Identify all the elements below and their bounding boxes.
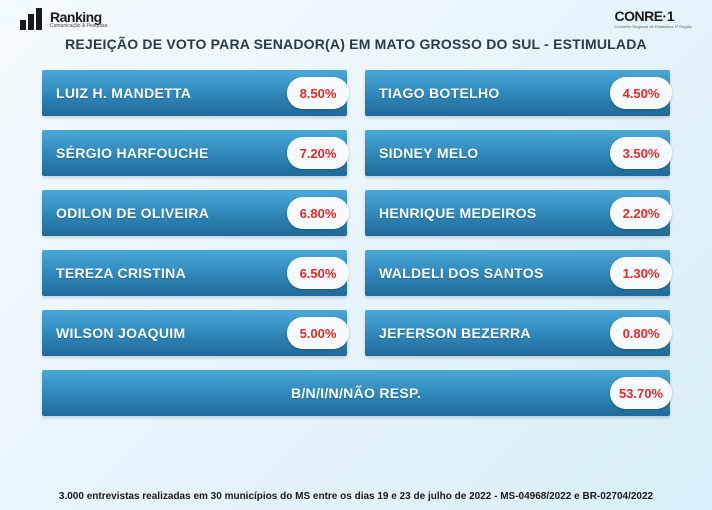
candidate-name: SÉRGIO HARFOUCHE bbox=[56, 145, 209, 161]
candidate-name: TEREZA CRISTINA bbox=[56, 265, 186, 281]
bottom-label: B/N/I/N/NÃO RESP. bbox=[291, 385, 421, 401]
candidate-name: WALDELI DOS SANTOS bbox=[379, 265, 544, 281]
logo-conre-text: CONRE·1 bbox=[614, 8, 692, 24]
candidate-value: 5.00% bbox=[300, 326, 337, 341]
value-badge: 4.50% bbox=[610, 77, 672, 109]
result-bar: WILSON JOAQUIM 5.00% bbox=[42, 310, 347, 356]
candidate-value: 6.80% bbox=[300, 206, 337, 221]
candidate-value: 1.30% bbox=[623, 266, 660, 281]
value-badge: 5.00% bbox=[287, 317, 349, 349]
result-bar: TEREZA CRISTINA 6.50% bbox=[42, 250, 347, 296]
candidate-name: WILSON JOAQUIM bbox=[56, 325, 185, 341]
value-badge: 7.20% bbox=[287, 137, 349, 169]
value-badge: 1.30% bbox=[610, 257, 672, 289]
candidate-name: TIAGO BOTELHO bbox=[379, 85, 500, 101]
logo-conre-sub: Conselho Regional de Estatística 1ª Regi… bbox=[614, 24, 692, 29]
candidate-value: 2.20% bbox=[623, 206, 660, 221]
logo-ranking: Ranking Comunicação & Pesquisa bbox=[20, 8, 107, 30]
bars-icon bbox=[20, 8, 46, 30]
result-bar: HENRIQUE MEDEIROS 2.20% bbox=[365, 190, 670, 236]
value-badge: 0.80% bbox=[610, 317, 672, 349]
result-bar: LUIZ H. MANDETTA 8.50% bbox=[42, 70, 347, 116]
result-bar: JEFERSON BEZERRA 0.80% bbox=[365, 310, 670, 356]
value-badge: 2.20% bbox=[610, 197, 672, 229]
value-badge: 8.50% bbox=[287, 77, 349, 109]
result-bar: SIDNEY MELO 3.50% bbox=[365, 130, 670, 176]
candidate-value: 6.50% bbox=[300, 266, 337, 281]
candidate-value: 7.20% bbox=[300, 146, 337, 161]
logo-ranking-sub: Comunicação & Pesquisa bbox=[50, 23, 107, 29]
candidate-value: 8.50% bbox=[300, 86, 337, 101]
header: Ranking Comunicação & Pesquisa CONRE·1 C… bbox=[0, 0, 712, 30]
footer-text: 3.000 entrevistas realizadas em 30 munic… bbox=[0, 491, 712, 502]
value-badge: 53.70% bbox=[610, 377, 672, 409]
result-bar: SÉRGIO HARFOUCHE 7.20% bbox=[42, 130, 347, 176]
right-column: TIAGO BOTELHO 4.50% SIDNEY MELO 3.50% HE… bbox=[365, 70, 670, 356]
bottom-value: 53.70% bbox=[619, 386, 663, 401]
logo-conre: CONRE·1 Conselho Regional de Estatística… bbox=[614, 8, 692, 29]
left-column: LUIZ H. MANDETTA 8.50% SÉRGIO HARFOUCHE … bbox=[42, 70, 347, 356]
candidate-value: 3.50% bbox=[623, 146, 660, 161]
result-bar: TIAGO BOTELHO 4.50% bbox=[365, 70, 670, 116]
candidate-name: JEFERSON BEZERRA bbox=[379, 325, 531, 341]
value-badge: 6.50% bbox=[287, 257, 349, 289]
candidate-name: LUIZ H. MANDETTA bbox=[56, 85, 191, 101]
result-bar: WALDELI DOS SANTOS 1.30% bbox=[365, 250, 670, 296]
candidate-name: ODILON DE OLIVEIRA bbox=[56, 205, 209, 221]
candidate-name: HENRIQUE MEDEIROS bbox=[379, 205, 537, 221]
result-bar: ODILON DE OLIVEIRA 6.80% bbox=[42, 190, 347, 236]
result-bar-wide: B/N/I/N/NÃO RESP. 53.70% bbox=[42, 370, 670, 416]
page-title: REJEIÇÃO DE VOTO PARA SENADOR(A) EM MATO… bbox=[0, 36, 712, 52]
value-badge: 6.80% bbox=[287, 197, 349, 229]
candidate-value: 0.80% bbox=[623, 326, 660, 341]
candidate-name: SIDNEY MELO bbox=[379, 145, 479, 161]
value-badge: 3.50% bbox=[610, 137, 672, 169]
bottom-row: B/N/I/N/NÃO RESP. 53.70% bbox=[0, 356, 712, 416]
candidate-value: 4.50% bbox=[623, 86, 660, 101]
results-grid: LUIZ H. MANDETTA 8.50% SÉRGIO HARFOUCHE … bbox=[0, 52, 712, 356]
